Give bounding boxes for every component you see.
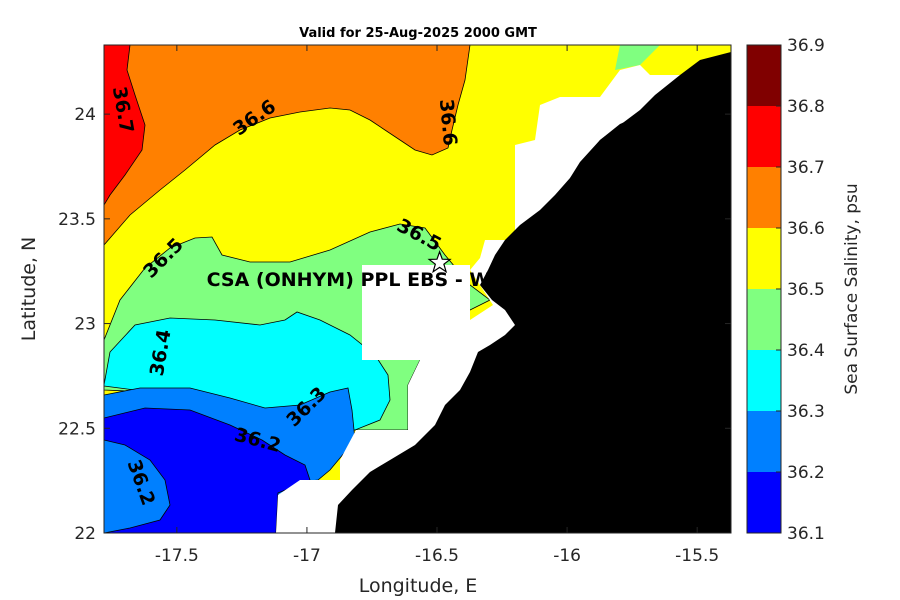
y-axis: 22 22.5 23 23.5 24 [58, 105, 731, 544]
salinity-band-36-6 [104, 45, 471, 246]
x-axis: -17.5 -17 -16.5 -16 -15.5 [155, 45, 719, 566]
x-tick-label: -16 [553, 546, 581, 566]
colorbar: 36.1 36.2 36.3 36.4 36.5 36.6 36.7 36.8 36.9 [746, 36, 825, 544]
colorbar-tick-label: 36.4 [787, 341, 825, 361]
colorbar-tick-label: 36.1 [787, 524, 825, 544]
x-axis-label: Longitude, E [359, 575, 478, 597]
colorbar-swatch [747, 411, 781, 472]
colorbar-tick-label: 36.9 [787, 36, 825, 56]
colorbar-tick-label: 36.7 [787, 158, 825, 178]
colorbar-tick-label: 36.5 [787, 280, 825, 300]
y-tick-label: 23.5 [58, 210, 96, 230]
y-tick-label: 22 [74, 524, 96, 544]
colorbar-label: Sea Surface Salinity, psu [842, 183, 862, 394]
colorbar-swatch [747, 45, 781, 106]
colorbar-tick-label: 36.3 [787, 402, 825, 422]
no-data-block [362, 265, 470, 360]
colorbar-tick-label: 36.2 [787, 463, 825, 483]
station-group: CSA (ONHYM) PPL EBS - We [207, 250, 503, 291]
station-label: CSA (ONHYM) PPL EBS - We [207, 269, 503, 291]
land-peninsula [570, 118, 634, 178]
colorbar-swatch [747, 228, 781, 289]
colorbar-swatch [747, 289, 781, 350]
colorbar-swatch [747, 472, 781, 533]
x-tick-label: -17.5 [155, 546, 199, 566]
salinity-band-36-4-wedge [615, 45, 660, 70]
colorbar-swatch [747, 350, 781, 411]
salinity-map-area [104, 45, 731, 533]
plot-frame [103, 44, 732, 534]
colorbar-tick-label: 36.6 [787, 219, 825, 239]
salinity-band-36-7 [104, 45, 146, 206]
colorbar-tick-label: 36.8 [787, 97, 825, 117]
y-tick-label: 23 [74, 315, 96, 335]
station-star-icon [427, 250, 452, 274]
land-mass [335, 52, 731, 533]
x-tick-label: -17 [293, 546, 321, 566]
contour-label: 36.6 [435, 98, 461, 147]
y-tick-label: 22.5 [58, 419, 96, 439]
x-tick-label: -16.5 [415, 546, 459, 566]
colorbar-swatch [747, 106, 781, 167]
x-tick-label: -15.5 [675, 546, 719, 566]
salinity-band-36-2-lobe [104, 439, 171, 533]
y-axis-label: Latitude, N [18, 237, 40, 342]
colorbar-swatch [747, 167, 781, 228]
chart-title: Valid for 25-Aug-2025 2000 GMT [299, 26, 537, 41]
y-tick-label: 24 [74, 105, 96, 125]
